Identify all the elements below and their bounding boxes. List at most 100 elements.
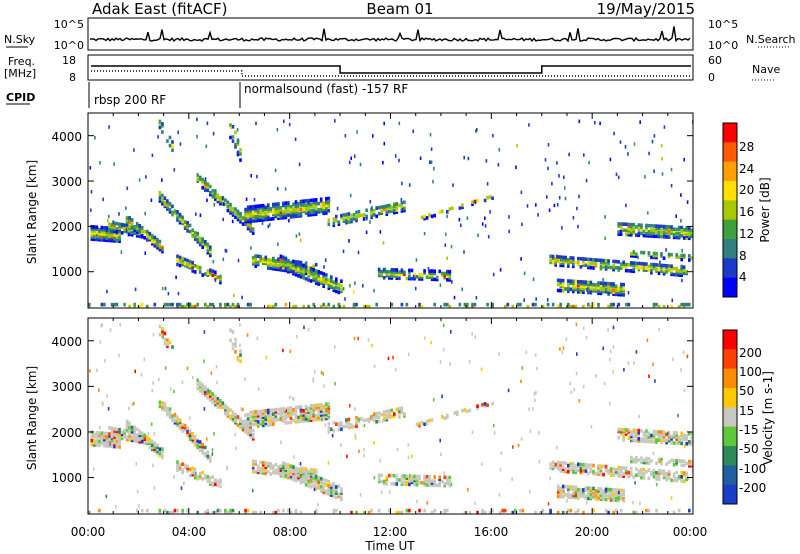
heatmap-cell [209,482,212,486]
heatmap-cell [198,266,202,270]
heatmap-cell [108,232,111,237]
heatmap-cell [158,199,162,203]
heatmap-cell [650,224,653,228]
heatmap-cell [256,422,260,426]
heatmap-cell [294,415,298,420]
heatmap-cell [655,475,658,479]
heatmap-cell [382,267,386,272]
heatmap-cell [587,490,590,495]
heatmap-cell [148,237,152,242]
heatmap-cell [670,264,673,268]
heatmap-cell [471,430,474,434]
heatmap-cell [617,222,620,226]
heatmap-cell [575,322,578,327]
heatmap-cell [181,510,184,515]
heatmap-cell [264,217,268,222]
heatmap-cell [467,488,469,492]
heatmap-cell [221,202,225,206]
heatmap-cell [214,274,217,279]
heatmap-cell [418,480,421,485]
heatmap-cell [559,494,562,499]
heatmap-cell [607,510,610,515]
heatmap-cell [264,421,268,425]
heatmap-cell [216,405,220,409]
heatmap-cell [632,438,636,443]
heatmap-cell [390,274,394,278]
heatmap-cell [604,259,608,263]
heatmap-cell [269,410,273,415]
heatmap-cell [449,362,451,366]
heatmap-cell [289,406,293,410]
heatmap-cell [567,485,570,489]
heatmap-cell [393,412,396,416]
heatmap-cell [130,438,134,443]
heatmap-cell [579,282,583,286]
heatmap-cell [420,273,424,277]
heatmap-cell [423,508,426,513]
heatmap-cell [640,439,643,443]
heatmap-cell [433,479,436,483]
heatmap-cell [309,210,313,215]
heatmap-cell [158,121,162,126]
heatmap-cell [125,225,129,230]
heatmap-cell [251,207,255,211]
heatmap-cell [481,508,484,513]
heatmap-cell [650,255,653,260]
heatmap-cell [690,460,694,464]
heatmap-cell [624,145,627,149]
heatmap-cell [249,217,252,221]
heatmap-cell [662,256,666,260]
heatmap-cell [393,268,396,272]
heatmap-cell [246,423,250,427]
heatmap-cell [587,286,590,291]
heatmap-cell [287,261,290,266]
heatmap-cell [617,494,620,499]
heatmap-cell [546,302,550,307]
heatmap-cell [211,510,215,515]
heatmap-cell [134,287,137,292]
heatmap-cell [579,284,583,288]
heatmap-cell [158,453,162,458]
heatmap-cell [535,390,537,395]
heatmap-cell [198,177,202,182]
heatmap-cell [577,224,579,229]
heatmap-cell [115,431,119,436]
heatmap-cell [604,466,608,471]
heatmap-cell [640,469,643,474]
heatmap-cell [619,140,622,144]
heatmap-cell [660,461,663,466]
heatmap-cell [261,411,265,415]
heatmap-cell [309,416,313,420]
heatmap-cell [291,396,294,401]
heatmap-cell [612,267,615,272]
heatmap-cell [569,256,573,260]
heatmap-cell [688,258,691,262]
heatmap-cell [246,428,250,432]
heatmap-cell [569,279,573,283]
heatmap-cell [592,490,595,495]
heatmap-cell [450,244,453,249]
heatmap-cell [319,209,323,214]
heatmap-cell [201,387,204,391]
heatmap-cell [388,209,391,214]
heatmap-cell [609,302,613,307]
heatmap-cell [163,200,167,205]
heatmap-cell [599,121,601,126]
heatmap-cell [521,222,523,227]
heatmap-cell [599,487,603,491]
heatmap-cell [425,483,429,487]
heatmap-cell [395,510,399,515]
heatmap-cell [314,481,318,485]
heatmap-cell [261,221,264,225]
heatmap-cell [589,257,593,262]
heatmap-cell [661,157,663,161]
heatmap-cell [403,270,406,275]
heatmap-cell [614,292,618,297]
heatmap-cell [325,491,328,495]
heatmap-cell [347,425,351,430]
heatmap-cell [448,274,452,278]
colorbar-swatch [723,123,737,143]
heatmap-cell [161,449,164,453]
heatmap-cell [528,489,531,494]
heatmap-cell [157,377,160,382]
